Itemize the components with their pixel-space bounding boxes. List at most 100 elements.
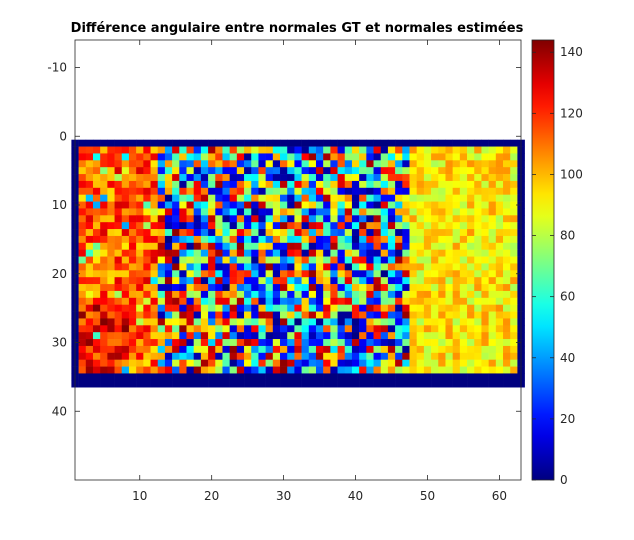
heatmap-cell <box>359 167 367 175</box>
heatmap-cell <box>481 290 489 299</box>
heatmap-cell <box>294 160 302 168</box>
heatmap-cell <box>85 187 94 195</box>
heatmap-cell <box>172 215 180 223</box>
heatmap-cell <box>100 256 108 264</box>
heatmap-cell <box>488 270 497 278</box>
heatmap-cell <box>186 146 194 154</box>
heatmap-cell <box>236 201 245 209</box>
heatmap-cell <box>287 249 295 257</box>
heatmap-cell <box>150 167 159 175</box>
heatmap-cell <box>222 332 230 340</box>
heatmap-cell <box>114 366 123 374</box>
heatmap-cell <box>172 366 180 374</box>
heatmap-cell <box>78 146 87 154</box>
heatmap-cell <box>150 146 159 154</box>
heatmap-cell <box>452 194 461 202</box>
heatmap-cell <box>208 153 216 161</box>
heatmap-cell <box>445 201 453 209</box>
heatmap-cell <box>323 339 331 347</box>
heatmap-cell <box>409 160 417 168</box>
heatmap-cell <box>431 235 439 244</box>
y-tick-label: 30 <box>52 336 67 350</box>
heatmap-cell <box>229 345 238 354</box>
heatmap-cell <box>495 263 504 271</box>
heatmap-cell <box>229 229 238 237</box>
heatmap-cell <box>409 187 417 195</box>
heatmap-cell <box>323 167 331 175</box>
heatmap-cell <box>488 352 497 360</box>
heatmap-cell <box>157 373 166 381</box>
heatmap-cell <box>395 194 403 202</box>
heatmap-cell <box>503 139 511 147</box>
heatmap-cell <box>164 153 173 161</box>
heatmap-cell <box>287 146 295 154</box>
heatmap-cell <box>186 345 194 354</box>
heatmap-cell <box>136 222 144 230</box>
heatmap-cell <box>359 277 367 285</box>
heatmap-cell <box>157 325 166 333</box>
heatmap-cell <box>315 139 324 147</box>
heatmap-cell <box>416 180 425 189</box>
heatmap-cell <box>308 222 317 230</box>
heatmap-cell <box>164 373 173 381</box>
heatmap-cell <box>208 270 216 278</box>
heatmap-cell <box>85 235 94 244</box>
heatmap-cell <box>179 366 187 374</box>
heatmap-cell <box>229 256 238 264</box>
heatmap-cell <box>164 208 173 216</box>
heatmap-cell <box>481 359 489 367</box>
heatmap-cell <box>164 325 173 333</box>
heatmap-cell <box>136 270 144 278</box>
heatmap-cell <box>172 167 180 175</box>
heatmap-cell <box>481 270 489 278</box>
heatmap-cell <box>423 194 432 202</box>
heatmap-cell <box>409 373 417 381</box>
heatmap-cell <box>179 160 187 168</box>
heatmap-cell <box>495 290 504 299</box>
heatmap-cell <box>409 284 417 292</box>
heatmap-cell <box>143 180 151 189</box>
heatmap-cell <box>503 352 511 360</box>
heatmap-cell <box>236 325 245 333</box>
heatmap-cell <box>143 174 151 182</box>
heatmap-cell <box>236 146 245 154</box>
heatmap-cell <box>294 325 302 333</box>
heatmap-cell <box>366 167 374 175</box>
heatmap-cell <box>78 284 87 292</box>
heatmap-cell <box>100 242 108 250</box>
heatmap-cell <box>272 160 281 168</box>
heatmap-cell <box>236 277 245 285</box>
heatmap-cell <box>503 235 511 244</box>
heatmap-cell <box>452 174 461 182</box>
heatmap-cell <box>208 235 216 244</box>
heatmap-cell <box>251 373 259 381</box>
heatmap-cell <box>474 153 482 161</box>
heatmap-cell <box>164 146 173 154</box>
heatmap-cell <box>92 380 101 388</box>
heatmap-cell <box>244 222 252 230</box>
heatmap-cell <box>459 359 468 367</box>
heatmap-cell <box>438 373 446 381</box>
heatmap-cell <box>301 201 310 209</box>
heatmap-cell <box>308 325 317 333</box>
heatmap-cell <box>423 229 432 237</box>
heatmap-cell <box>323 201 331 209</box>
heatmap-cell <box>78 194 87 202</box>
heatmap-cell <box>128 332 137 340</box>
heatmap-cell <box>222 229 230 237</box>
heatmap-cell <box>107 256 115 264</box>
heatmap-cell <box>409 325 417 333</box>
heatmap-cell <box>330 208 338 216</box>
heatmap-cell <box>452 290 461 299</box>
heatmap-cell <box>337 297 346 305</box>
heatmap-cell <box>186 167 194 175</box>
heatmap-cell <box>215 359 223 367</box>
heatmap-cell <box>423 249 432 257</box>
heatmap-cell <box>452 208 461 216</box>
heatmap-cell <box>100 201 108 209</box>
heatmap-cell <box>301 311 310 319</box>
heatmap-cell <box>315 187 324 195</box>
heatmap-cell <box>366 242 374 250</box>
heatmap-cell <box>330 160 338 168</box>
